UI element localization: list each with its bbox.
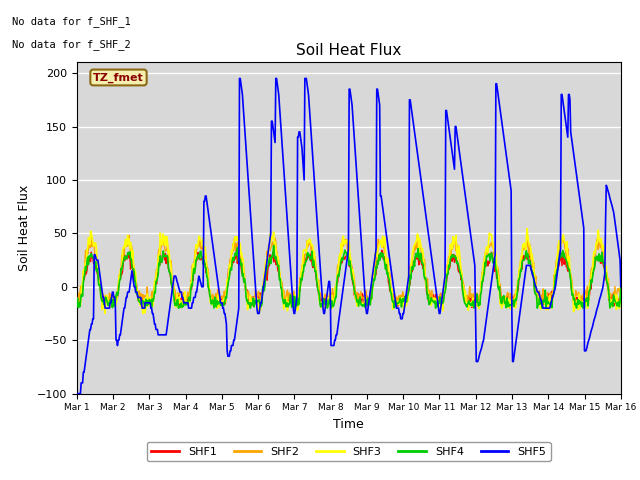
X-axis label: Time: Time: [333, 418, 364, 431]
Text: No data for f_SHF_1: No data for f_SHF_1: [12, 16, 131, 27]
Text: TZ_fmet: TZ_fmet: [93, 72, 144, 83]
Text: No data for f_SHF_2: No data for f_SHF_2: [12, 39, 131, 50]
Y-axis label: Soil Heat Flux: Soil Heat Flux: [18, 185, 31, 271]
Legend: SHF1, SHF2, SHF3, SHF4, SHF5: SHF1, SHF2, SHF3, SHF4, SHF5: [147, 442, 550, 461]
Title: Soil Heat Flux: Soil Heat Flux: [296, 44, 401, 59]
